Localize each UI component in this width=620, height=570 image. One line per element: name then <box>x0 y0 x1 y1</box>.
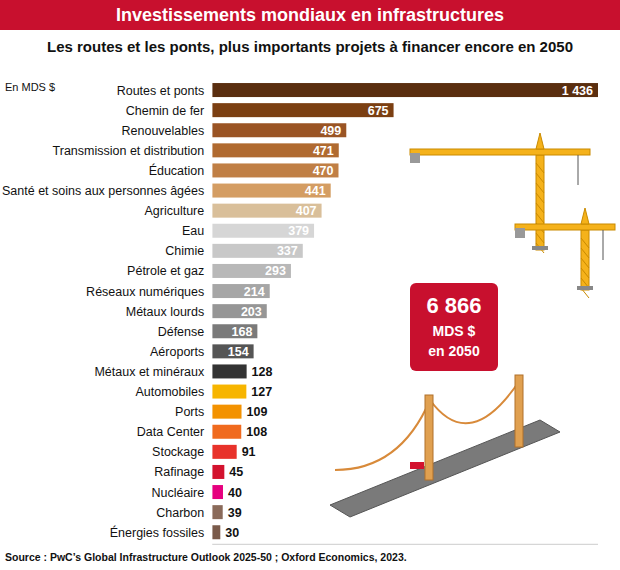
category-label: Défense <box>158 325 205 339</box>
bar <box>212 123 346 137</box>
data-label: 1 436 <box>562 84 593 98</box>
bridge <box>330 375 560 517</box>
category-label: Routes et ponts <box>117 84 205 98</box>
bar <box>212 405 241 419</box>
category-label: Ports <box>175 405 204 419</box>
title: Investissements mondiaux en infrastructu… <box>116 5 504 25</box>
data-label: 499 <box>320 124 341 138</box>
data-label: 470 <box>313 164 334 178</box>
bar <box>212 224 314 238</box>
annotation: MDS $ <box>433 323 476 339</box>
category-label: Métaux lourds <box>126 305 205 319</box>
bar <box>212 505 222 519</box>
category-labels: Routes et ponts Chemin de fer Renouvelable… <box>2 84 205 540</box>
title-banner <box>0 0 620 30</box>
category-label: Aéroports <box>150 345 204 359</box>
crane <box>515 208 615 298</box>
bar <box>212 143 339 157</box>
decoration <box>330 133 615 517</box>
bar <box>212 184 330 198</box>
category-label: Eau <box>182 224 204 238</box>
bar <box>212 103 393 117</box>
data-label: 337 <box>277 244 298 258</box>
category-label: Énergies fossiles <box>110 525 205 540</box>
data-label: 109 <box>247 405 268 419</box>
category-label: Charbon <box>156 506 204 520</box>
data-label: 214 <box>244 285 265 299</box>
data-label: 675 <box>368 104 389 118</box>
data-label: 128 <box>252 365 273 379</box>
category-label: Réseaux numériques <box>86 285 204 299</box>
category-label: Renouvelables <box>122 124 205 138</box>
data-label: 127 <box>251 385 272 399</box>
category-label: Automobiles <box>135 385 204 399</box>
data-label: 45 <box>229 465 243 479</box>
data-label: 30 <box>225 526 239 540</box>
bar <box>212 163 338 177</box>
category-label: Chimie <box>165 244 204 258</box>
category-label: Pétrole et gaz <box>127 264 204 278</box>
data-label: 40 <box>228 486 242 500</box>
bar <box>212 364 246 378</box>
data-label: 471 <box>313 144 334 158</box>
category-label: Agriculture <box>144 204 204 218</box>
bar <box>212 264 291 278</box>
data-label: 39 <box>228 506 242 520</box>
data-label: 407 <box>296 204 317 218</box>
bar <box>212 204 321 218</box>
category-label: Éducation <box>149 163 205 178</box>
callout-box <box>410 283 498 371</box>
bar <box>212 425 241 439</box>
data-label: 203 <box>241 305 262 319</box>
category-label: Transmission et distribution <box>53 144 205 158</box>
data-label: 168 <box>232 325 253 339</box>
data-label: 441 <box>305 184 326 198</box>
category-label: Santé et soins aux personnes âgées <box>2 184 204 198</box>
bar <box>212 465 224 479</box>
axis-line <box>212 544 598 545</box>
bars <box>212 83 598 539</box>
bar <box>212 284 269 298</box>
bar <box>212 83 598 97</box>
bar <box>212 344 253 358</box>
data-label: 379 <box>288 224 309 238</box>
chart: Investissements mondiaux en infrastructu… <box>0 0 620 570</box>
data-label: 108 <box>246 425 267 439</box>
data-label: 293 <box>265 264 286 278</box>
bar <box>212 385 246 399</box>
annotation: 6 866 <box>426 293 481 318</box>
bar <box>212 445 236 459</box>
category-label: Rafinage <box>154 465 204 479</box>
bar <box>212 244 303 258</box>
unit-label: En MDS $ <box>5 81 55 93</box>
category-label: Data Center <box>137 425 204 439</box>
category-label: Métaux et minéraux <box>94 365 205 379</box>
bar <box>212 485 223 499</box>
category-label: Nucléaire <box>151 486 204 500</box>
category-label: Stockage <box>152 445 204 459</box>
crane <box>410 133 590 253</box>
bar <box>212 324 257 338</box>
annotation: en 2050 <box>428 343 480 359</box>
data-label: 91 <box>242 445 256 459</box>
data-labels: 1 436 675 499 471 470 441 407 379 337 293214 203 16… <box>225 84 593 540</box>
subtitle: Les routes et les ponts, plus importants… <box>47 38 573 55</box>
category-label: Chemin de fer <box>126 104 205 118</box>
background <box>0 0 620 570</box>
bar <box>212 525 220 539</box>
bar <box>212 304 267 318</box>
data-label: 154 <box>228 345 249 359</box>
source: Source : PwC’s Global Infrastructure Out… <box>5 551 407 563</box>
